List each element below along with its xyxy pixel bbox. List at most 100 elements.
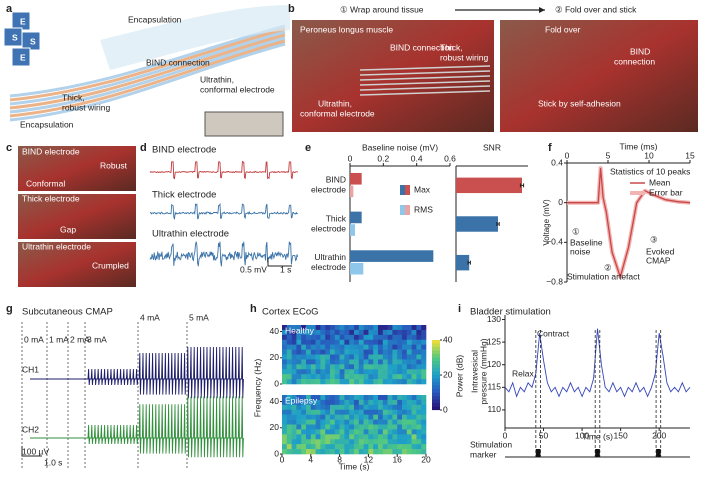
heatmap-cell [363,325,369,331]
annotation: Ultrathin, [200,74,234,84]
heatmap-cell [373,334,379,341]
heatmap-cell [349,344,355,350]
heatmap-cell [378,409,384,415]
heatmap-cell [286,339,292,345]
x-tick-label: 150 [614,430,628,440]
current-label: 4 mA [140,312,160,322]
heatmap-cell [354,439,360,445]
heatmap-cell [358,349,364,355]
heatmap-cell [358,419,364,425]
heatmap-cell [291,449,297,455]
heatmap-cell [387,334,393,341]
heatmap-cell [387,364,393,370]
heatmap-cell [306,424,312,430]
heatmap-cell [291,399,297,406]
annotation: conformal electrode [200,84,275,94]
heatmap-cell [315,414,321,420]
heatmap-cell [282,354,288,360]
heatmap-cell [291,414,297,420]
heatmap-cell [334,325,340,331]
heatmap-cell [406,374,412,380]
heatmap-cell [368,409,374,415]
heatmap-cell [387,354,393,360]
annotation: BIND connection [146,57,210,67]
heatmap-cell [291,404,297,411]
heatmap-cell [382,399,388,406]
channel-label: CH2 [22,424,39,434]
heatmap-cell [286,429,292,435]
heatmap-cell [334,404,340,411]
heatmap-cell [286,399,292,406]
heatmap-cell [301,429,307,435]
heatmap-cell [358,404,364,411]
heatmap-cell [320,349,326,355]
heatmap-cell [368,424,374,430]
heatmap-cell [315,369,321,375]
heatmap-cell [325,404,331,411]
legend-swatch [405,185,410,195]
heatmap-cell [368,374,374,380]
heatmap-cell [354,339,360,345]
heatmap-cell [339,339,345,345]
heatmap-cell [387,344,393,350]
heatmap-cell [310,325,316,331]
heatmap-cell [416,409,422,415]
heatmap-cell [363,379,369,385]
photo-label: BIND electrode [22,146,80,156]
heatmap-cell [282,334,288,341]
heatmap-cell [354,424,360,430]
heatmap-cell [310,364,316,370]
heatmap-cell [373,369,379,375]
annotation: Stick by self-adhesion [538,98,621,108]
heatmap-cell [392,404,398,411]
heatmap-cell [339,364,345,370]
heatmap-cell [402,434,408,440]
heatmap-cell [301,414,307,420]
heatmap-cell [368,399,374,406]
x-tick-label: 0 [503,430,508,440]
heatmap-cell [282,449,288,455]
heatmap-cell [315,419,321,425]
heatmap-cell [325,395,331,401]
x-tick-label: 10 [644,150,654,160]
heatmap-cell [378,334,384,341]
heatmap-cell [310,444,316,450]
heatmap-cell [306,369,312,375]
x-tick-label: 12 [364,454,374,464]
electrode-ribbon [9,27,286,102]
wire [359,65,491,71]
heatmap-cell [387,424,393,430]
heatmap-cell [334,439,340,445]
trace-label: Ultrathin electrode [152,229,229,240]
heatmap-cell [349,434,355,440]
heatmap-cell [397,395,403,401]
heatmap-cell [349,409,355,415]
heatmap-cell [282,414,288,420]
bar [350,172,362,185]
heatmap-cell [358,325,364,331]
heatmap-cell [406,429,412,435]
heatmap-cell [373,424,379,430]
heatmap-cell [325,329,331,336]
heatmap-cell [378,349,384,355]
heatmap-cell [330,349,336,355]
heatmap-cell [320,439,326,445]
colorbar-segment [432,364,440,369]
heatmap-cell [334,424,340,430]
photo-label: Ultrathin electrode [22,241,91,251]
heatmap-cell [349,404,355,411]
heatmap-cell [402,404,408,411]
heatmap-cell [392,439,398,445]
heatmap-cell [354,449,360,455]
heatmap-cell [421,325,427,331]
heatmap-cell [320,325,326,331]
heatmap-cell [296,429,302,435]
x-tick-label: 4 [308,454,313,464]
heatmap-cell [411,369,417,375]
x-tick-label: 15 [685,150,695,160]
heatmap-cell [392,369,398,375]
arrow-head [539,7,545,13]
colorbar-segment [432,375,440,379]
heatmap-cell [392,419,398,425]
heatmap-cell [325,364,331,370]
